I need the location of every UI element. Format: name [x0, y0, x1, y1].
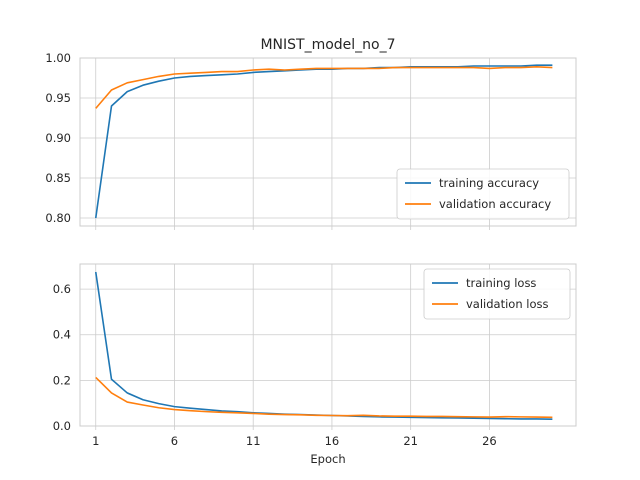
y-tick-label: 0.0: [53, 419, 71, 433]
x-tick-label: 6: [171, 434, 178, 448]
chart-title: MNIST_model_no_7: [260, 37, 395, 53]
y-tick-label: 0.80: [45, 211, 71, 225]
y-tick-label: 0.6: [53, 282, 71, 296]
legend-label: validation loss: [466, 297, 549, 311]
x-tick-label: 11: [246, 434, 261, 448]
legend-frame: [396, 168, 570, 220]
legend-label: training loss: [466, 276, 536, 290]
legend-label: training accuracy: [439, 176, 539, 190]
x-tick-label: 21: [403, 434, 418, 448]
y-tick-label: 0.85: [45, 171, 71, 185]
x-tick-label: 26: [482, 434, 497, 448]
accuracy-plot: 0.80 0.85 0.90 0.95 1.00 training accuracy val…: [45, 51, 577, 230]
x-tick-label: 16: [325, 434, 340, 448]
y-tick-label: 0.90: [45, 131, 71, 145]
legend-label: validation accuracy: [439, 197, 551, 211]
y-tick-label: 0.2: [53, 373, 71, 387]
legend: training accuracy validation accuracy: [396, 168, 570, 220]
legend-frame: [423, 268, 571, 320]
y-tick-label: 0.4: [53, 328, 71, 342]
plot-frame: [79, 263, 577, 427]
x-axis-label: Epoch: [310, 452, 345, 466]
y-tick-label: 1.00: [45, 51, 71, 65]
series-line-validation-accuracy: [95, 66, 553, 109]
series-line-validation-loss: [95, 376, 553, 419]
x-tick-label: 1: [92, 434, 99, 448]
legend: training loss validation loss: [423, 268, 571, 320]
plot-frame: [79, 57, 577, 227]
y-tick-label: 0.95: [45, 91, 71, 105]
